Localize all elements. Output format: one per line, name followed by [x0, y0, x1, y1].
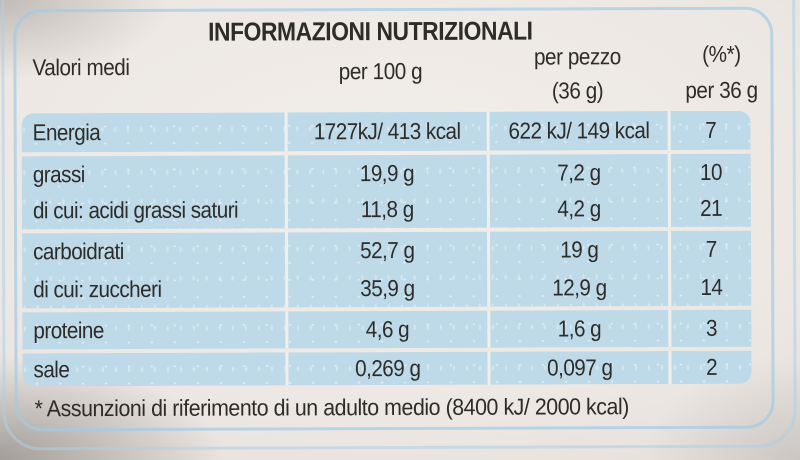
- table-row-energia: Energia 1727kJ/ 413 kcal 622 kJ/ 149 kca…: [22, 110, 751, 153]
- band-energia: Energia 1727kJ/ 413 kcal 622 kJ/ 149 kca…: [21, 110, 751, 153]
- table-row-grassi-saturi: di cui: acidi grassi saturi 11,8 g 4,2 g…: [22, 190, 751, 229]
- row-label: di cui: acidi grassi saturi: [32, 196, 239, 224]
- value-percent: 10: [667, 153, 751, 191]
- header-per-pezzo: per pezzo: [533, 43, 621, 70]
- value-percent: 21: [667, 190, 751, 228]
- header-per-pezzo-grams: (36 g): [551, 77, 604, 104]
- header-percent-grams: per 36 g: [685, 76, 758, 104]
- value-per-piece: 19 g: [487, 231, 669, 270]
- band-grassi: grassi 19,9 g 7,2 g 10 di cui: acidi gra…: [21, 153, 751, 230]
- row-label: grassi: [32, 160, 85, 188]
- value-per-100g: 1727kJ/ 413 kcal: [284, 111, 487, 152]
- value-per-100g: 19,9 g: [284, 154, 487, 192]
- table-row-sale: sale 0,269 g 0,097 g 2: [22, 350, 752, 387]
- row-label: di cui: zuccheri: [33, 275, 162, 303]
- value-per-piece: 7,2 g: [486, 154, 668, 192]
- value-per-100g: 11,8 g: [284, 191, 487, 229]
- value-per-piece: 4,2 g: [486, 190, 668, 228]
- value-per-piece: 12,9 g: [487, 268, 669, 307]
- value-per-100g: 35,9 g: [285, 269, 488, 308]
- value-per-piece: 1,6 g: [487, 310, 669, 348]
- value-per-100g: 0,269 g: [285, 351, 488, 386]
- value-per-100g: 4,6 g: [285, 310, 488, 349]
- table-row-proteine: proteine 4,6 g 1,6 g 3: [22, 309, 752, 350]
- value-percent: 2: [668, 350, 752, 385]
- value-percent: 7: [668, 230, 752, 269]
- row-label: Energia: [32, 119, 101, 146]
- reference-intake-footnote: * Assunzioni di riferimento di un adulto…: [34, 393, 629, 422]
- band-sale: sale 0,269 g 0,097 g 2: [22, 350, 752, 387]
- table-row-carboidrati: carboidrati 52,7 g 19 g 7: [22, 230, 752, 271]
- table-row-grassi: grassi 19,9 g 7,2 g 10: [22, 153, 751, 193]
- header-valori-medi: Valori medi: [32, 53, 130, 81]
- value-percent: 14: [668, 268, 752, 307]
- value-per-piece: 622 kJ/ 149 kcal: [486, 111, 668, 151]
- value-per-100g: 52,7 g: [285, 231, 488, 270]
- label-title: INFORMAZIONI NUTRIZIONALI: [207, 15, 533, 47]
- band-carboidrati: carboidrati 52,7 g 19 g 7 di cui: zucche…: [22, 230, 752, 309]
- table-row-zuccheri: di cui: zuccheri 35,9 g 12,9 g 14: [22, 268, 752, 308]
- row-label: carboidrati: [33, 238, 124, 265]
- row-label: sale: [33, 356, 70, 383]
- header-percent: (%*): [702, 40, 741, 67]
- value-percent: 7: [667, 110, 751, 151]
- value-percent: 3: [668, 309, 752, 348]
- row-label: proteine: [33, 317, 104, 344]
- header-per-100g: per 100 g: [338, 57, 423, 85]
- value-per-piece: 0,097 g: [487, 351, 669, 385]
- band-proteine: proteine 4,6 g 1,6 g 3: [22, 309, 752, 350]
